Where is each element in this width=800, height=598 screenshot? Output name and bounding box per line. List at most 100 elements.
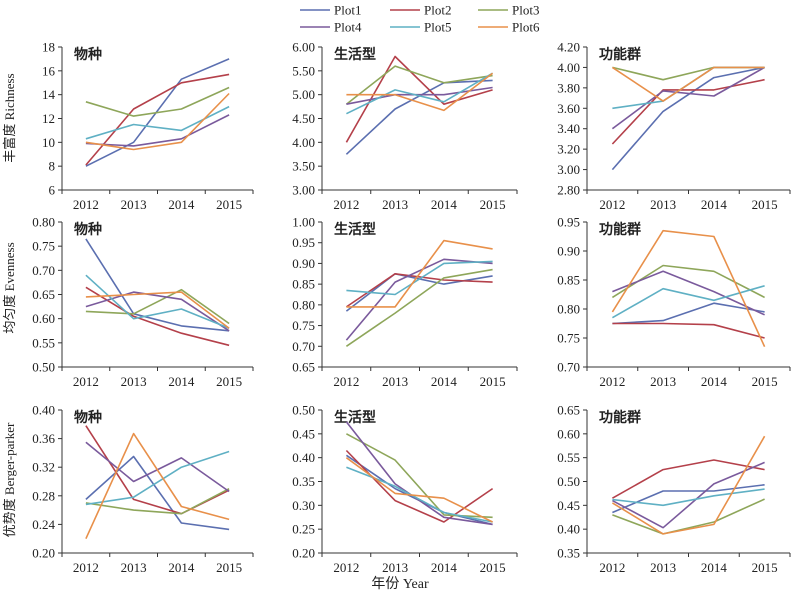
panel-title: 物种 <box>74 221 102 238</box>
y-tick-label: 18 <box>42 40 55 55</box>
panel-title: 物种 <box>74 46 102 63</box>
x-tick-label: 2013 <box>382 560 408 575</box>
x-tick-label: 2014 <box>168 560 195 575</box>
y-tick-label: 3.80 <box>557 80 580 95</box>
series-line-plot6 <box>346 72 494 112</box>
y-tick-label: 0.20 <box>292 546 315 561</box>
series-line-plot2 <box>85 73 230 166</box>
y-tick-label: 0.45 <box>292 426 315 441</box>
series-line-plot6 <box>85 432 230 540</box>
legend-label-plot1: Plot1 <box>334 3 361 18</box>
series-line-plot1 <box>612 484 765 514</box>
x-tick-label: 2013 <box>382 374 408 389</box>
y-tick-label: 0.50 <box>32 360 55 375</box>
series-line-plot1 <box>345 454 493 526</box>
y-tick-label: 6 <box>49 183 56 198</box>
series-line-plot3 <box>346 433 493 519</box>
x-tick-label: 2013 <box>121 374 147 389</box>
y-tick-label: 0.65 <box>557 403 580 418</box>
series-line-plot5 <box>85 450 230 506</box>
y-tick-label: 0.32 <box>32 460 55 475</box>
x-tick-label: 2015 <box>752 197 778 212</box>
panel-2-3: 0.70 0.75 0.80 0.85 0.90 0.95 2012 2013 2014 2015… <box>557 215 791 389</box>
series-line-plot6 <box>346 239 493 308</box>
x-tick-label: 2012 <box>333 197 359 212</box>
panel-3-2: 0.20 0.25 0.30 0.35 0.40 0.45 0.50 2012 2013 2014… <box>292 403 518 575</box>
y-tick-label: 0.65 <box>292 360 315 375</box>
y-tick-label: 0.40 <box>32 403 55 418</box>
y-tick-label: 0.35 <box>292 474 315 489</box>
x-tick-label: 2013 <box>382 197 408 212</box>
x-tick-label: 2015 <box>216 197 242 212</box>
y-tick-label: 0.55 <box>32 335 55 350</box>
panel-1-1: 6 8 10 12 14 16 18 2012 2013 2014 2015 物种 <box>42 40 254 212</box>
y-tick-label: 0.75 <box>557 331 580 346</box>
y-tick-label: 3.20 <box>557 142 580 157</box>
y-tick-label: 0.85 <box>292 277 315 292</box>
panel-2-1: 0.50 0.55 0.60 0.65 0.70 0.75 0.80 2012 2013 2014… <box>32 215 254 389</box>
y-tick-label: 4.00 <box>557 60 580 75</box>
y-tick-label: 0.80 <box>292 297 315 312</box>
y-tick-label: 0.50 <box>292 403 315 418</box>
row-labels: 丰富度 Richness 均匀度 Evenness 优势度 Berger-parke… <box>2 73 17 537</box>
y-tick-label: 0.24 <box>32 517 55 532</box>
series-line-plot1 <box>85 455 230 531</box>
y-tick-label: 0.75 <box>32 239 55 254</box>
series-line-plot1 <box>611 66 765 171</box>
panel-title: 生活型 <box>334 409 376 426</box>
x-tick-label: 2012 <box>333 374 359 389</box>
x-tick-label: 2012 <box>73 374 99 389</box>
x-tick-label: 2014 <box>168 374 195 389</box>
legend-label-plot6: Plot6 <box>512 20 540 35</box>
panel-1-3: 2.80 3.00 3.20 3.40 3.60 3.80 4.00 4.20 2012 2013… <box>557 40 791 212</box>
row-ylabel-2: 优势度 Berger-parker <box>2 422 17 537</box>
series-line-plot5 <box>85 274 230 330</box>
series-line-plot2 <box>345 272 493 308</box>
x-tick-label: 2014 <box>431 374 458 389</box>
series-line-plot4 <box>345 258 493 341</box>
panel-title: 物种 <box>74 409 102 426</box>
series-line-plot5 <box>346 72 494 115</box>
y-tick-label: 14 <box>42 87 56 102</box>
y-tick-label: 4.20 <box>557 40 580 55</box>
series-line-plot4 <box>612 461 765 529</box>
y-tick-label: 4.00 <box>292 135 315 150</box>
x-tick-label: 2014 <box>701 197 728 212</box>
series-line-plot3 <box>85 288 230 325</box>
series-line-plot6 <box>611 229 766 348</box>
y-tick-label: 2.80 <box>557 183 580 198</box>
series-line-plot6 <box>611 66 765 102</box>
y-tick-label: 5.00 <box>292 87 315 102</box>
y-tick-label: 0.36 <box>32 431 55 446</box>
series-line-plot6 <box>85 92 230 151</box>
series-line-plot3 <box>345 65 493 105</box>
y-tick-label: 0.40 <box>292 450 315 465</box>
x-tick-label: 2013 <box>121 197 147 212</box>
y-tick-label: 0.80 <box>32 215 55 230</box>
x-tick-label: 2012 <box>73 197 99 212</box>
x-tick-label: 2013 <box>650 197 676 212</box>
y-tick-label: 0.60 <box>557 426 580 441</box>
y-tick-label: 0.35 <box>557 546 580 561</box>
x-tick-label: 2014 <box>431 197 458 212</box>
x-tick-label: 2014 <box>701 374 728 389</box>
series-line-plot3 <box>85 86 230 117</box>
panel-title: 功能群 <box>599 46 641 63</box>
y-tick-label: 3.00 <box>292 183 315 198</box>
y-tick-label: 0.65 <box>32 287 55 302</box>
y-tick-label: 3.60 <box>557 101 580 116</box>
x-tick-label: 2015 <box>216 374 242 389</box>
series-line-plot1 <box>85 58 230 167</box>
series-line-plot3 <box>85 487 230 515</box>
x-tick-label: 2012 <box>599 374 625 389</box>
legend-label-plot3: Plot3 <box>512 3 539 18</box>
y-tick-label: 0.50 <box>557 474 580 489</box>
y-tick-label: 0.75 <box>292 318 315 333</box>
panel-title: 生活型 <box>334 46 376 63</box>
series-line-plot5 <box>346 260 493 296</box>
y-tick-label: 0.40 <box>557 522 580 537</box>
legend-label-plot4: Plot4 <box>334 20 362 35</box>
y-tick-label: 0.90 <box>557 244 580 259</box>
